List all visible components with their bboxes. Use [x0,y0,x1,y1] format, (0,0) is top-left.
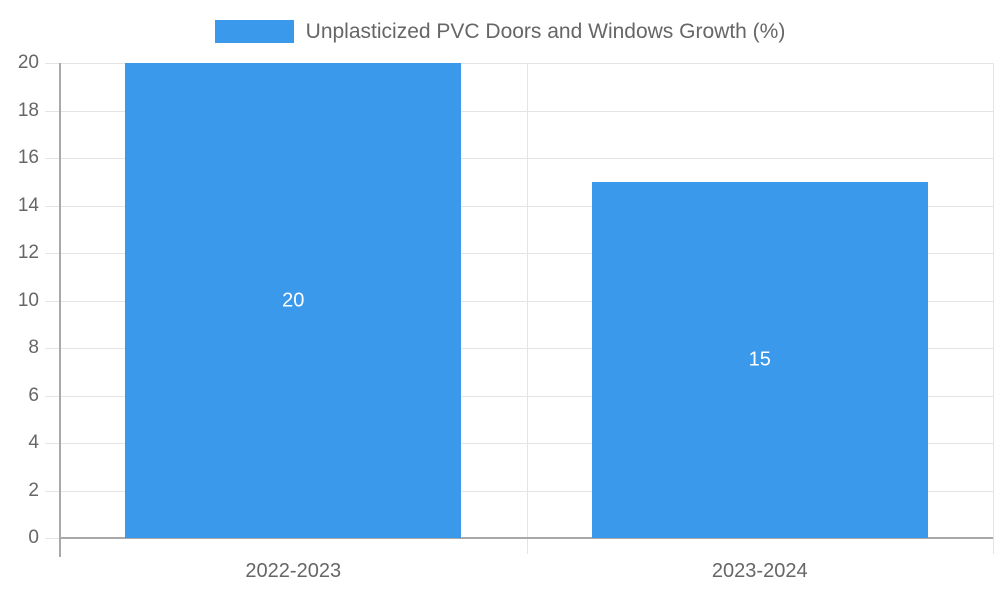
y-axis-tick-label: 18 [17,99,39,121]
y-gridline [45,300,993,302]
y-axis-tick-label: 20 [17,52,39,73]
y-gridline [45,253,993,254]
bar[interactable] [125,63,461,538]
y-gridline [45,158,993,159]
category-separator [527,63,528,554]
category-separator [993,63,994,554]
bar-value-label: 15 [748,348,771,371]
y-gridline [45,205,993,207]
y-axis-tick-label: 4 [28,432,39,453]
bar-value-label: 20 [282,289,305,311]
y-gridline [45,443,993,444]
y-axis-tick-label: 12 [17,242,39,263]
x-axis-tick-label: 2023-2024 [711,560,808,582]
y-axis-tick-label: 14 [17,194,39,216]
legend-swatch [214,20,294,43]
y-gridline [45,490,993,492]
y-axis-tick-label: 6 [28,384,39,406]
y-gridline [45,110,993,112]
x-axis-tick-label: 2022-2023 [245,560,342,582]
y-axis-line [59,63,61,557]
y-axis-tick-label: 10 [17,289,39,311]
y-gridline [45,348,993,349]
y-axis-tick-label: 16 [17,147,39,168]
legend-label: Unplasticized PVC Doors and Windows Grow… [305,20,786,43]
y-axis-tick-label: 2 [28,479,39,501]
bar[interactable] [592,181,928,538]
y-axis-tick-label: 8 [28,337,39,358]
x-axis-line [59,537,993,539]
y-axis-tick-label: 0 [28,527,39,548]
y-gridline [45,63,993,64]
y-gridline [45,395,993,397]
chart-legend[interactable]: Unplasticized PVC Doors and Windows Grow… [0,20,1000,43]
